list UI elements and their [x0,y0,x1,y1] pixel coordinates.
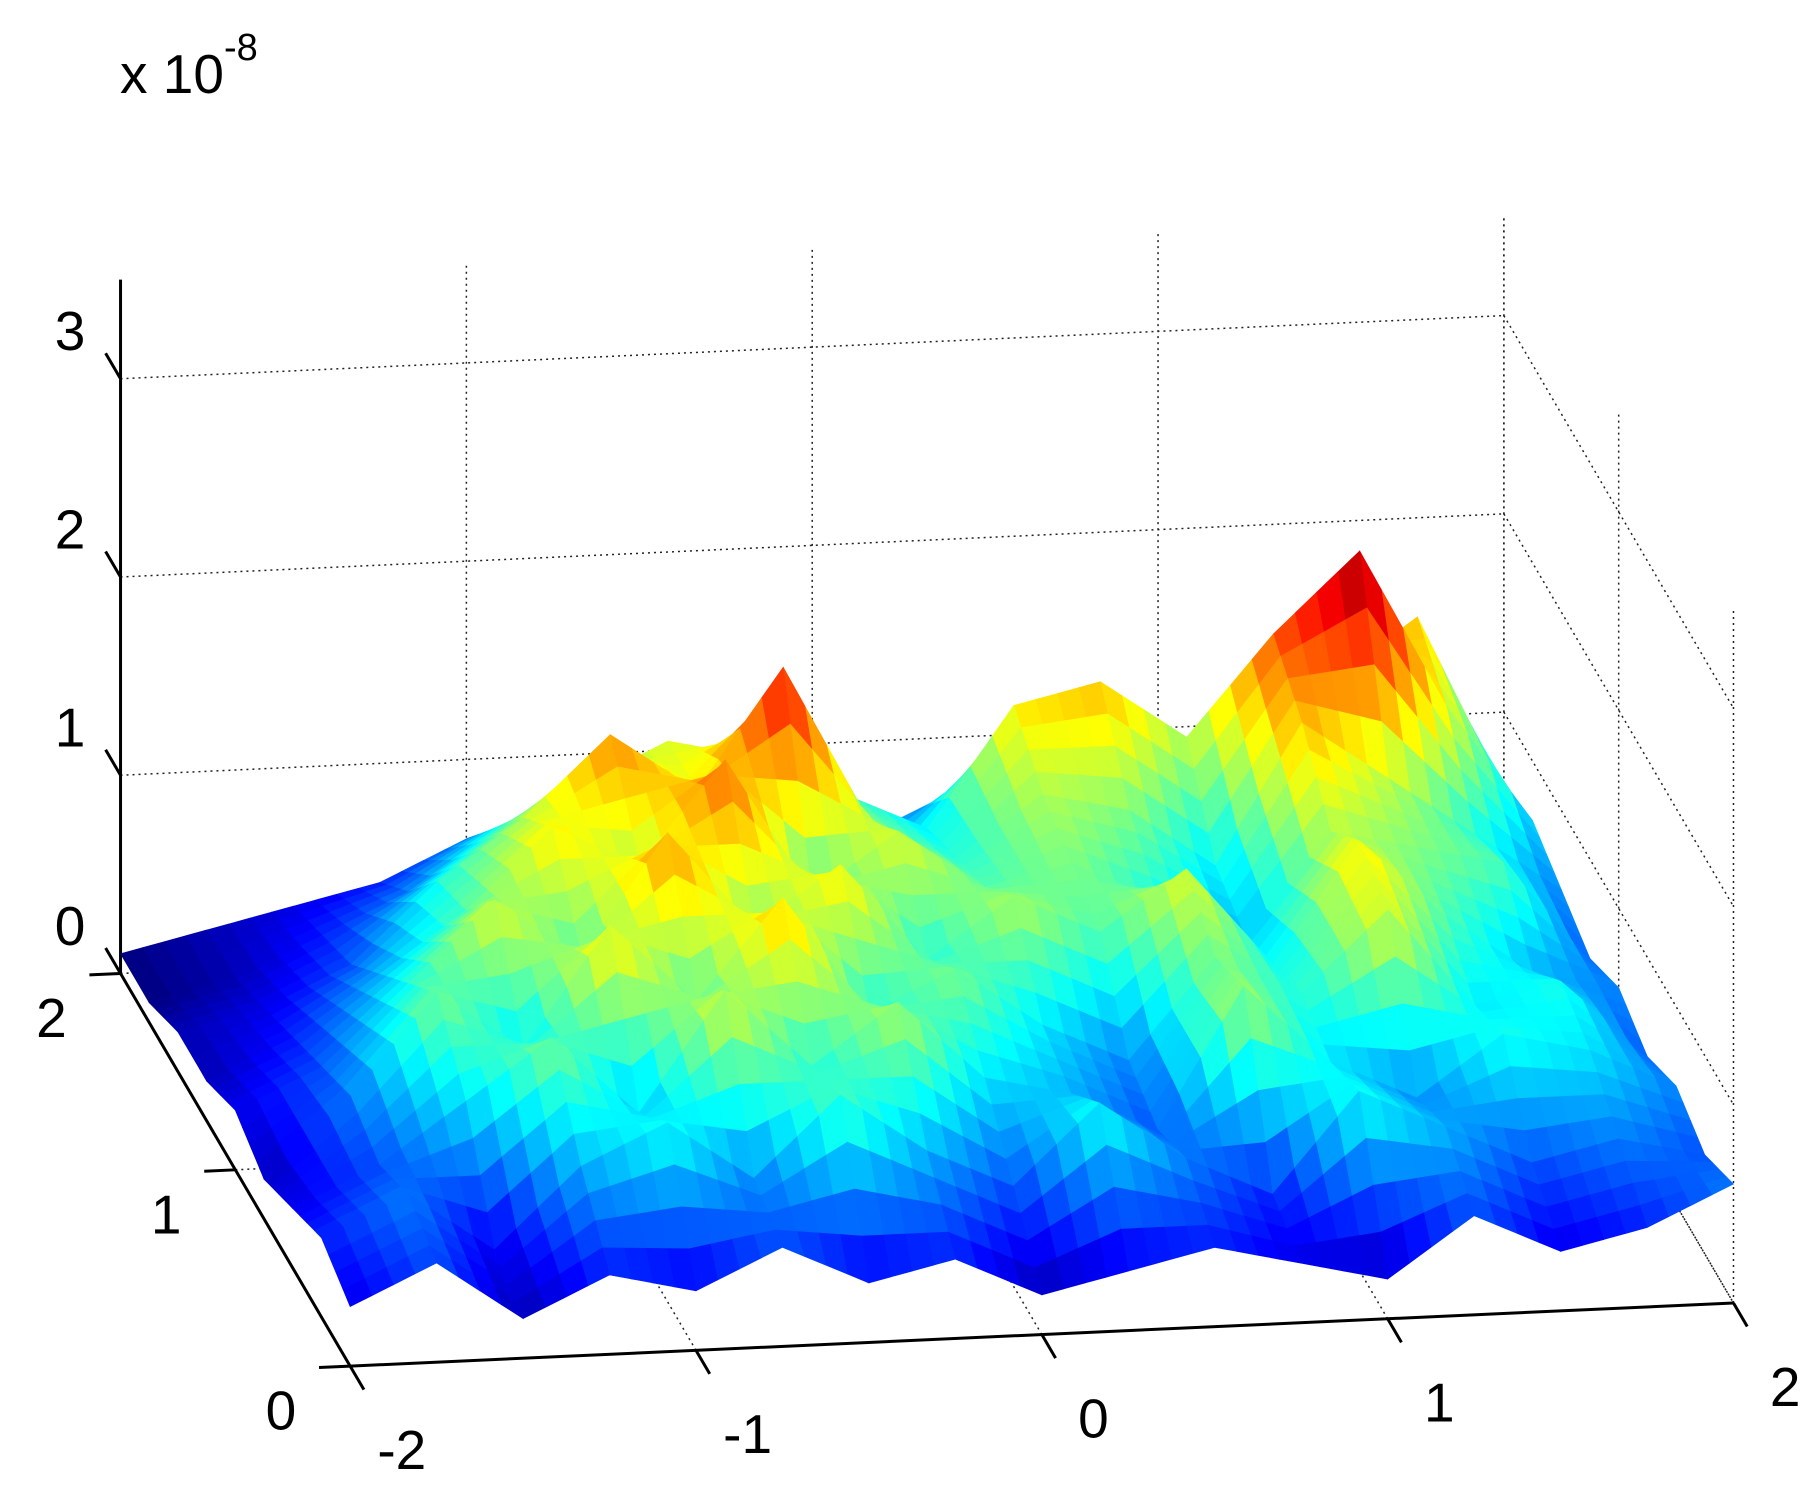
z-multiplier: x 10-8 [120,27,258,105]
axis-line [119,972,352,1367]
y-tick [89,972,121,977]
y-tick [318,1364,351,1370]
z-tick [104,947,122,975]
z-tick [104,748,122,777]
y-tick-label: 0 [266,1380,297,1442]
x-tick [1386,1318,1403,1344]
surface-patch [342,1278,373,1308]
z-multiplier-base: x 10 [120,43,224,105]
z-tick-label: 2 [55,498,86,560]
y-tick-label: 2 [36,987,67,1049]
x-tick [348,1365,366,1391]
x-tick-label: -2 [377,1419,426,1481]
grid-line [120,513,1504,578]
x-tick [1732,1302,1749,1328]
y-tick-label: 1 [151,1183,182,1245]
z-tick [104,352,122,380]
x-tick-label: 0 [1078,1387,1109,1449]
z-tick-label: 0 [55,895,86,957]
grid-line [120,314,1504,380]
grid-line [1503,513,1735,907]
z-multiplier-exponent: -8 [224,27,258,69]
z-tick [104,550,122,578]
z-tick-label: 3 [55,300,86,362]
x-tick-label: 2 [1770,1356,1800,1418]
x-tick-label: -1 [723,1403,772,1465]
x-tick [694,1349,712,1375]
grid-line [1503,711,1735,1106]
x-tick-label: 1 [1424,1372,1455,1434]
x-tick [1040,1333,1057,1359]
z-tick-label: 1 [55,697,86,759]
grid-line [1503,315,1735,709]
y-tick [204,1168,236,1173]
grid-line [1503,909,1735,1304]
